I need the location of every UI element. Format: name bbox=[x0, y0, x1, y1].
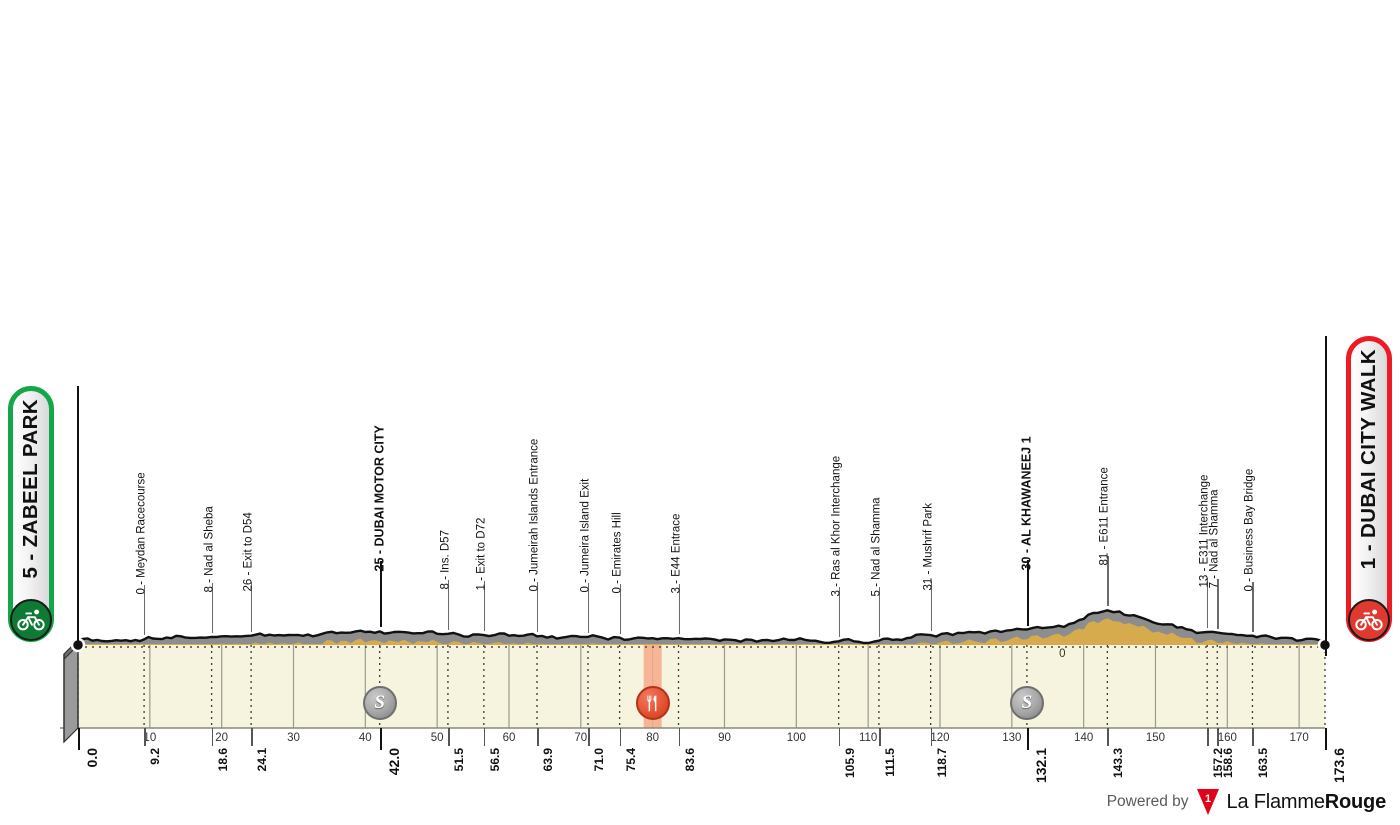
key-distance-tick bbox=[1217, 728, 1219, 746]
key-distance-label: 71.0 bbox=[593, 748, 605, 771]
sprint-letter: S bbox=[374, 692, 385, 714]
key-distance-label: 18.6 bbox=[217, 748, 229, 771]
key-distance-tick bbox=[1027, 728, 1029, 750]
poi-label: 26 - Exit to D54 bbox=[244, 512, 256, 591]
key-distance-label: 163.5 bbox=[1257, 748, 1269, 778]
key-distance-tick bbox=[537, 728, 539, 746]
axis-tick-label: 110 bbox=[859, 732, 877, 744]
axis-tick-label: 120 bbox=[930, 732, 949, 744]
axis-tick-label: 50 bbox=[431, 732, 444, 744]
poi-label: 5 - Nad al Shamma bbox=[871, 497, 883, 596]
key-distance-label: 143.3 bbox=[1112, 748, 1124, 778]
svg-text:1: 1 bbox=[1204, 793, 1210, 805]
key-distance-label: 56.5 bbox=[489, 748, 501, 771]
axis-tick-label: 130 bbox=[1002, 732, 1021, 744]
brand-name: La FlammeRouge bbox=[1227, 791, 1386, 814]
brand-bold: Rouge bbox=[1325, 791, 1386, 813]
key-distance-tick bbox=[78, 728, 80, 750]
poi-label: 3 - Ras al Khor Interchange bbox=[831, 456, 843, 597]
poi-label: 81 - E611 Entrance bbox=[1100, 468, 1112, 566]
key-distance-label: 111.5 bbox=[884, 748, 896, 777]
key-distance-tick bbox=[212, 728, 214, 746]
axis-tick-label: 40 bbox=[359, 732, 372, 744]
brand-light: La Flamme bbox=[1227, 791, 1325, 813]
axis-tick-label: 90 bbox=[718, 732, 731, 744]
axis-tick-label: 60 bbox=[503, 732, 516, 744]
axis-tick-label: 30 bbox=[287, 732, 300, 744]
key-distance-label: 132.1 bbox=[1034, 748, 1048, 783]
poi-label: 1 - Exit to D72 bbox=[476, 518, 488, 591]
axis-tick-label: 20 bbox=[215, 732, 228, 744]
poi-label: 25 - DUBAI MOTOR CITY bbox=[373, 426, 386, 572]
feed-zone-badge[interactable] bbox=[636, 686, 670, 720]
key-distance-label: 75.4 bbox=[625, 748, 637, 771]
key-distance-label: 158.6 bbox=[1222, 748, 1234, 778]
poi-label: 7 - Nad al Shamma bbox=[1210, 489, 1222, 588]
axis-tick-label: 70 bbox=[574, 732, 587, 744]
poi-label: 0 - Jumeirah Islands Entrance bbox=[530, 439, 542, 592]
key-distance-label: 42.0 bbox=[387, 748, 401, 775]
poi-label: 0 - Emirates Hill bbox=[612, 512, 624, 593]
cutlery-icon bbox=[642, 693, 663, 714]
key-distance-tick bbox=[879, 728, 881, 746]
poi-label: 8 - Nad al Sheba bbox=[204, 506, 216, 592]
key-distance-tick bbox=[448, 728, 450, 746]
race-profile-page: 5 - ZABEEL PARK 1 - DUBAI CITY WALK bbox=[0, 0, 1400, 825]
key-distance-tick bbox=[620, 728, 622, 746]
key-distance-label: 9.2 bbox=[149, 748, 161, 765]
key-distance-tick bbox=[588, 728, 590, 746]
key-distance-label: 24.1 bbox=[256, 748, 268, 771]
poi-label: 8 - Ins. D57 bbox=[440, 530, 452, 589]
sprint-badge[interactable]: S bbox=[1010, 686, 1044, 720]
start-axis-rule bbox=[77, 386, 79, 645]
axis-tick-label: 140 bbox=[1074, 732, 1093, 744]
key-distance-tick bbox=[1207, 728, 1209, 746]
sprint-badge[interactable]: S bbox=[363, 686, 397, 720]
axis-tick-label: 150 bbox=[1146, 732, 1165, 744]
key-distance-tick bbox=[144, 728, 146, 746]
poi-label: 0 - Business Bay Bridge bbox=[1245, 468, 1257, 591]
finish-axis-rule bbox=[1325, 336, 1327, 656]
key-distance-tick bbox=[380, 728, 382, 750]
poi-label: 0 - Meydan Racecourse bbox=[137, 473, 149, 595]
key-distance-label: 63.9 bbox=[542, 748, 554, 771]
axis-tick-label: 100 bbox=[787, 732, 806, 744]
key-distance-label: 118.7 bbox=[936, 748, 948, 777]
key-distance-tick bbox=[251, 728, 253, 746]
key-distance-tick bbox=[1107, 728, 1109, 746]
poi-label: 31 - Mushrif Park bbox=[923, 503, 935, 591]
key-distance-label: 51.5 bbox=[453, 748, 465, 771]
key-distance-tick bbox=[1252, 728, 1254, 746]
footer-credit: Powered by 1 La FlammeRouge bbox=[1107, 789, 1386, 815]
flamme-rouge-flag-icon: 1 bbox=[1197, 789, 1219, 815]
powered-by-label: Powered by bbox=[1107, 793, 1189, 811]
axis-tick-label: 160 bbox=[1218, 732, 1237, 744]
poi-label: 0 - Jumeira Island Exit bbox=[581, 479, 593, 593]
elevation-zero-label: 0 bbox=[1056, 648, 1068, 660]
key-distance-label: 105.9 bbox=[844, 748, 856, 778]
key-distance-tick bbox=[1325, 728, 1327, 750]
key-distance-tick bbox=[839, 728, 841, 746]
key-distance-tick bbox=[484, 728, 486, 746]
poi-label: 3 - E44 Entrace bbox=[671, 514, 683, 594]
sprint-letter: S bbox=[1022, 692, 1033, 714]
key-distance-label: 173.6 bbox=[1332, 748, 1346, 783]
key-distance-tick bbox=[679, 728, 681, 746]
key-distance-label: 0.0 bbox=[85, 748, 99, 767]
key-distance-tick bbox=[931, 728, 933, 746]
axis-tick-label: 170 bbox=[1290, 732, 1309, 744]
key-distance-label: 83.6 bbox=[684, 748, 696, 771]
poi-label: 30 - AL KHAWANEEJ 1 bbox=[1020, 436, 1033, 570]
axis-tick-label: 80 bbox=[646, 732, 659, 744]
